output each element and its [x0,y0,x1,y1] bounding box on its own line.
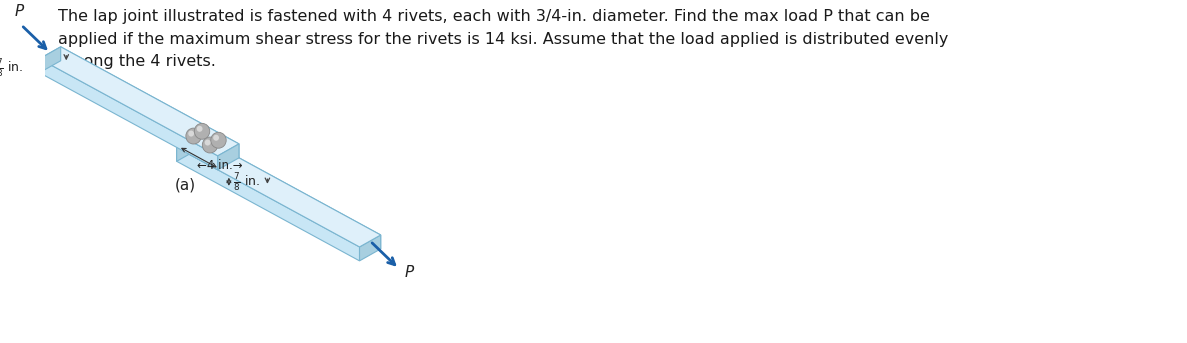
Polygon shape [39,47,61,73]
Polygon shape [61,47,239,158]
Circle shape [214,135,220,141]
Polygon shape [39,59,217,170]
Polygon shape [198,135,381,249]
Polygon shape [39,47,239,156]
Text: ←4 in.→: ←4 in.→ [197,159,243,172]
Text: (a): (a) [174,177,196,192]
Text: P: P [405,265,414,280]
Circle shape [189,131,195,137]
Circle shape [204,140,210,145]
Circle shape [211,132,227,148]
Polygon shape [177,135,381,247]
Circle shape [195,123,210,139]
Circle shape [186,128,202,144]
Text: $\frac{7}{8}$ in.: $\frac{7}{8}$ in. [233,171,260,193]
Polygon shape [217,144,239,170]
Text: $\frac{7}{8}$ in.: $\frac{7}{8}$ in. [0,57,23,79]
Polygon shape [177,135,198,161]
Polygon shape [177,135,239,170]
Circle shape [202,137,217,153]
Text: P: P [14,4,24,19]
Circle shape [197,126,203,132]
Polygon shape [360,235,381,261]
Text: The lap joint illustrated is fastened with 4 rivets, each with 3/4-in. diameter.: The lap joint illustrated is fastened wi… [58,10,948,69]
Polygon shape [177,147,360,261]
